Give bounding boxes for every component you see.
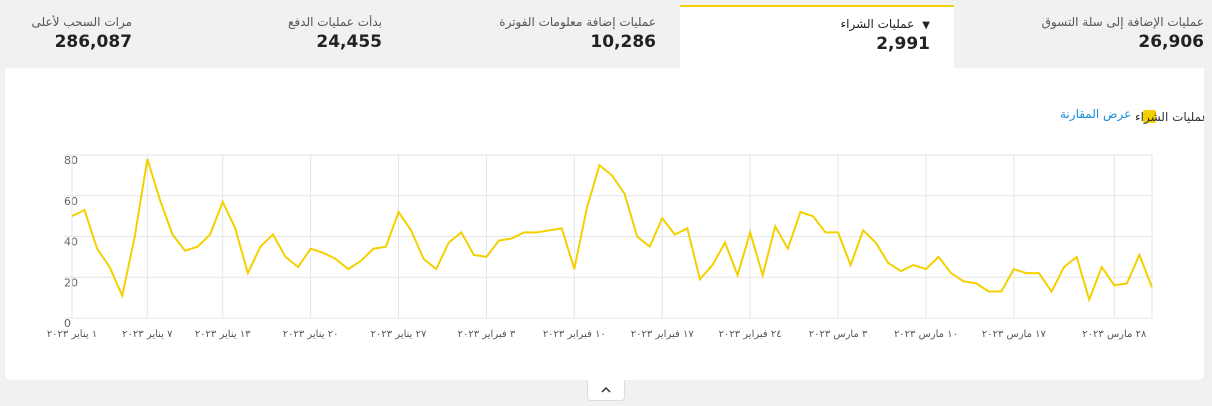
- x-tick-label: ٢٧ يناير ٢٠٢٣: [371, 329, 427, 340]
- x-tick-label: ١٣ يناير ٢٠٢٣: [195, 329, 251, 340]
- tab-label: عمليات إضافة معلومات الفوترة: [499, 15, 656, 29]
- tab-value: 26,906: [1138, 32, 1204, 52]
- y-tick-label: 40: [64, 236, 78, 249]
- y-tick-label: 60: [64, 195, 78, 208]
- line-series: [71, 158, 1153, 303]
- tab[interactable]: مرات السحب لأعلى 286,087: [5, 5, 132, 68]
- tab-label: بدأت عمليات الدفع: [288, 15, 382, 29]
- tab-label: ▼ عمليات الشراء: [688, 17, 930, 31]
- x-tick-label: ٣ مارس ٢٠٢٣: [809, 329, 868, 340]
- tab-label: مرات السحب لأعلى: [31, 15, 132, 29]
- tab-label-text: عمليات الشراء: [840, 17, 915, 31]
- y-tick-label: 20: [64, 276, 78, 289]
- x-tick-label: ٧ يناير ٢٠٢٣: [122, 329, 173, 340]
- tab[interactable]: ▼ عمليات الشراء 2,991: [680, 5, 954, 68]
- tab[interactable]: بدأت عمليات الدفع 24,455: [132, 5, 406, 68]
- chart-card: عرض المقارنة 0 20 40 60 80 ١ يناير ٢٠٢٣ ٧ يناي…: [5, 68, 1209, 380]
- collapse-button[interactable]: [587, 380, 625, 401]
- tab-value: 10,286: [590, 32, 656, 52]
- x-tick-label: ١٠ مارس ٢٠٢٣: [894, 329, 958, 340]
- x-tick-label: ١٠ فبراير ٢٠٢٣: [543, 329, 606, 340]
- x-tick-label: ٢٤ فبراير ٢٠٢٣: [719, 329, 782, 340]
- tab[interactable]: عمليات إضافة معلومات الفوترة 10,286: [406, 5, 680, 68]
- x-tick-label: ٢٨ مارس ٢٠٢٣: [1082, 329, 1147, 340]
- legend-swatch: [1143, 110, 1156, 123]
- tab[interactable]: عمليات الإضافة إلى سلة التسوق 26,906: [954, 5, 1212, 68]
- tab-value: 2,991: [876, 34, 930, 54]
- dropdown-arrow[interactable]: ▼: [922, 20, 930, 31]
- tab-value: 286,087: [54, 32, 132, 52]
- y-tick-label: 0: [64, 317, 71, 330]
- compare-link[interactable]: عرض المقارنة: [1060, 107, 1131, 122]
- x-tick-label: ٣ فبراير ٢٠٢٣: [458, 329, 516, 340]
- x-tick-label: ١ يناير ٢٠٢٣: [47, 329, 97, 340]
- chevron-icon: [601, 386, 611, 393]
- legend-label: عمليات الشراء: [1135, 110, 1204, 125]
- tab-bar: عمليات الإضافة إلى سلة التسوق 26,906 ▼ عمل…: [5, 5, 1212, 68]
- y-tick-label: 80: [64, 154, 78, 167]
- x-tick-label: ٢٠ يناير ٢٠٢٣: [283, 329, 339, 340]
- x-tick-label: ١٧ فبراير ٢٠٢٣: [631, 329, 695, 340]
- tab-label: عمليات الإضافة إلى سلة التسوق: [1041, 15, 1204, 29]
- chart: عرض المقارنة 0 20 40 60 80 ١ يناير ٢٠٢٣ ٧ يناي…: [47, 107, 1209, 340]
- tab-value: 24,455: [316, 32, 382, 52]
- x-tick-label: ١٧ مارس ٢٠٢٣: [982, 329, 1047, 340]
